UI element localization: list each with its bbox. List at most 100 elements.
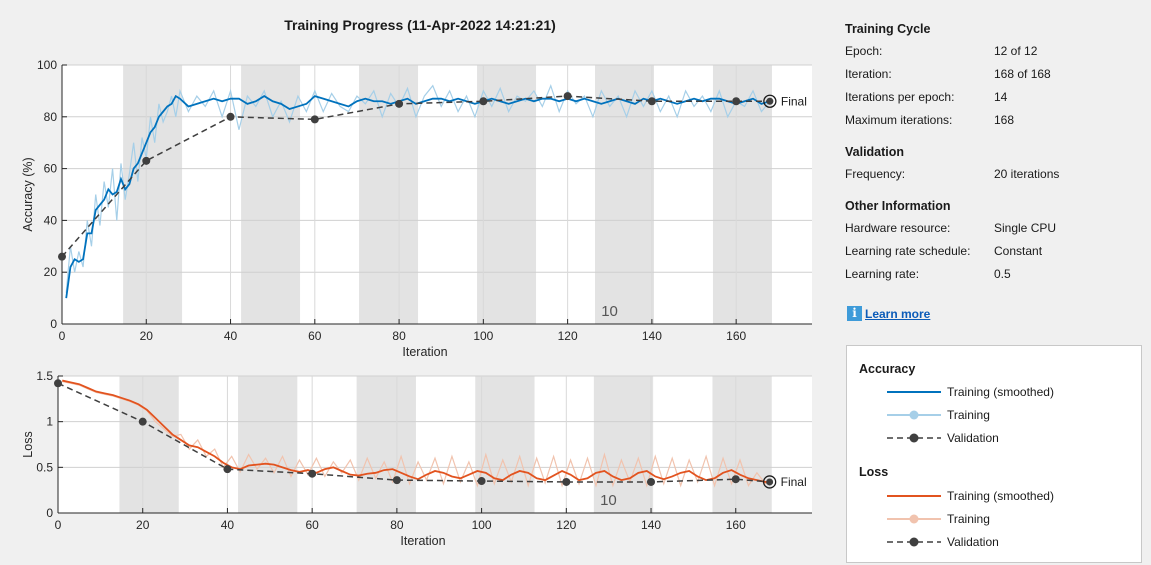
info-value: Single CPU	[994, 221, 1057, 235]
final-label: Final	[781, 94, 807, 108]
y-tick-label: 80	[44, 110, 58, 124]
section-title-other-information: Other Information	[845, 199, 951, 213]
epoch-band	[123, 65, 183, 324]
final-label: Final	[781, 475, 807, 489]
legend-marker-icon	[887, 410, 941, 420]
info-key: Learning rate schedule:	[845, 244, 971, 258]
plot-area	[58, 376, 812, 513]
series-validation	[61, 95, 770, 258]
y-tick-label: 100	[37, 58, 57, 72]
x-tick-label: 40	[221, 518, 235, 532]
x-tick-label: 40	[224, 329, 238, 343]
series-training	[62, 380, 770, 488]
series-validation	[57, 382, 770, 483]
learn-more-label[interactable]: Learn more	[865, 306, 931, 321]
epoch-band	[593, 376, 654, 513]
y-tick-label: 40	[44, 213, 58, 227]
validation-final-marker	[763, 94, 777, 108]
info-value: Constant	[994, 244, 1043, 258]
x-tick-label: 160	[726, 329, 746, 343]
info-row-epoch: Epoch: 12 of 12	[845, 43, 1145, 66]
info-key: Learning rate:	[845, 267, 920, 281]
validation-point	[142, 156, 151, 165]
validation-point	[732, 97, 741, 106]
validation-section: Validation Frequency: 20 iterations	[845, 145, 1145, 189]
series-training-smoothed	[65, 94, 771, 299]
epoch-band	[475, 376, 535, 513]
validation-point	[766, 97, 774, 105]
y-axis-label: Loss	[21, 431, 35, 457]
learn-more-link[interactable]: i Learn more	[847, 306, 930, 321]
x-tick-label: 60	[308, 329, 322, 343]
legend-label: Validation	[947, 535, 999, 549]
epoch-band	[477, 65, 537, 324]
info-key: Epoch:	[845, 44, 883, 58]
x-tick-label: 120	[558, 329, 578, 343]
validation-point	[731, 475, 740, 484]
validation-point	[562, 477, 571, 486]
epoch-band	[712, 376, 772, 513]
legend-label: Training	[947, 512, 990, 526]
x-tick-label: 120	[556, 518, 576, 532]
info-key: Frequency:	[845, 167, 906, 181]
x-tick-label: 100	[473, 329, 493, 343]
x-tick-label: 80	[392, 329, 406, 343]
legend-dashed-marker-icon	[887, 433, 941, 443]
legend-dashed-marker-icon	[887, 537, 941, 547]
section-title-training-cycle: Training Cycle	[845, 22, 931, 36]
validation-point	[395, 99, 404, 108]
validation-point	[392, 476, 401, 485]
legend-label: Training (smoothed)	[947, 489, 1054, 503]
info-value: 12 of 12	[994, 44, 1038, 58]
validation-point	[647, 477, 656, 486]
info-value: 168 of 168	[994, 67, 1051, 81]
other-information-section: Other Information Hardware resource: Sing…	[845, 199, 1145, 289]
section-title-validation: Validation	[845, 145, 905, 159]
info-row-iterations-per-epoch: Iterations per epoch: 14	[845, 89, 1145, 112]
epoch-band	[712, 65, 772, 324]
legend-line-icon	[887, 495, 941, 497]
info-key: Iteration:	[845, 67, 892, 81]
x-tick-label: 0	[59, 329, 66, 343]
info-row-frequency: Frequency: 20 iterations	[845, 166, 1145, 189]
x-tick-label: 160	[726, 518, 746, 532]
series-training-smoothed	[62, 379, 770, 483]
info-key: Maximum iterations:	[845, 113, 953, 127]
epoch-band	[356, 376, 416, 513]
chart-title: Training Progress (11-Apr-2022 14:21:21)	[284, 17, 556, 33]
y-axis-label: Accuracy (%)	[21, 157, 35, 231]
x-tick-label: 140	[641, 518, 661, 532]
x-tick-label: 80	[390, 518, 404, 532]
training-cycle-section: Training Cycle Epoch: 12 of 12 Iteration:…	[845, 22, 1145, 135]
x-tick-label: 140	[642, 329, 662, 343]
validation-point	[223, 465, 232, 474]
epoch-band	[595, 65, 654, 324]
info-panel: Training Cycle Epoch: 12 of 12 Iteration:…	[845, 22, 1145, 299]
legend-item-accuracy-training: Training	[887, 406, 990, 424]
legend-item-accuracy-validation: Validation	[887, 429, 999, 447]
validation-point	[477, 477, 486, 486]
validation-final-marker	[762, 475, 777, 489]
legend-marker-icon	[887, 514, 941, 524]
x-axis-label: Iteration	[402, 345, 447, 359]
legend-item-loss-validation: Validation	[887, 533, 999, 551]
legend-panel: Accuracy Training (smoothed) Training Va…	[846, 345, 1142, 563]
training-progress-charts: 0 20 40 60 80 100 120 140 160020406080100Iterati…	[21, 58, 812, 548]
info-value: 0.5	[994, 267, 1011, 281]
legend-label: Training (smoothed)	[947, 385, 1054, 399]
validation-point	[54, 379, 62, 388]
validation-point	[58, 252, 66, 261]
legend-item-accuracy-smoothed: Training (smoothed)	[887, 383, 1054, 401]
epoch-band	[119, 376, 179, 513]
info-row-learning-rate-schedule: Learning rate schedule: Constant	[845, 243, 1145, 266]
validation-point	[226, 112, 235, 121]
epoch-annotation: 10	[601, 303, 618, 320]
info-value: 20 iterations	[994, 167, 1060, 181]
validation-point	[138, 417, 147, 426]
legend-item-loss-training: Training	[887, 510, 990, 528]
loss-plot: 0 20 40 60 80 100 120 140 160 0 0.5 1 1.5 Iteration Lo…	[21, 369, 812, 548]
y-tick-label: 1.5	[36, 369, 53, 383]
x-axis-label: Iteration	[400, 534, 445, 548]
info-row-hardware-resource: Hardware resource: Single CPU	[845, 220, 1145, 243]
validation-point	[766, 478, 774, 486]
